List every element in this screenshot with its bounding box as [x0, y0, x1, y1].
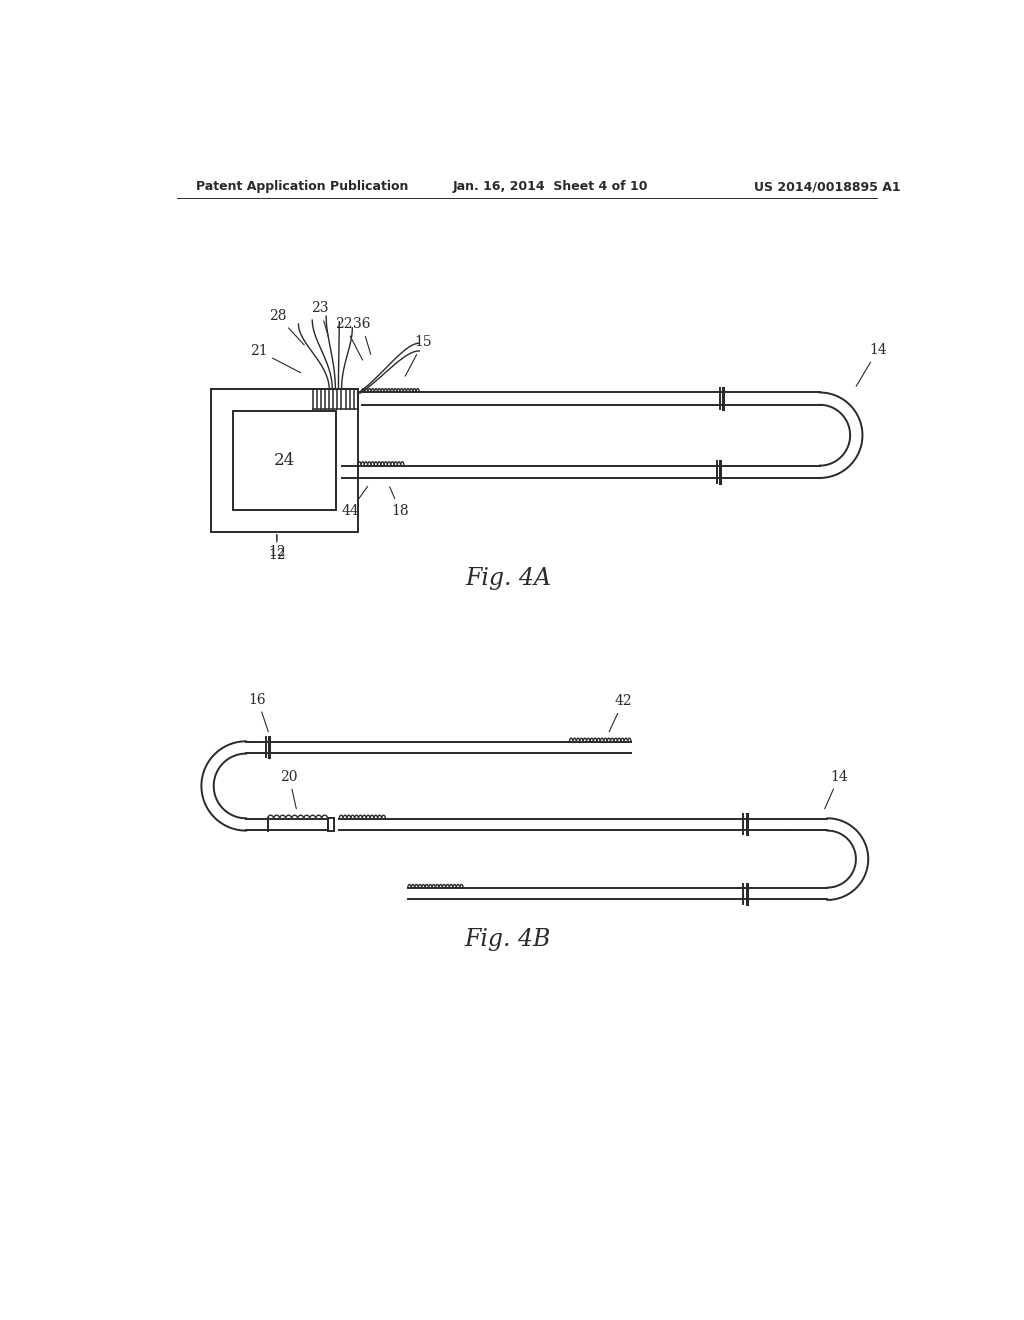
Text: 24: 24	[274, 453, 295, 469]
Bar	[328, 817, 334, 832]
Text: Patent Application Publication: Patent Application Publication	[196, 181, 409, 194]
Text: Fig. 4B: Fig. 4B	[465, 928, 551, 952]
Bar	[211, 389, 357, 532]
Text: 18: 18	[389, 487, 409, 517]
Text: 44: 44	[341, 486, 368, 517]
Text: 16: 16	[249, 693, 268, 731]
Text: 14: 14	[824, 770, 848, 809]
Text: 15: 15	[406, 335, 432, 376]
Text: 36: 36	[353, 317, 371, 354]
Text: 23: 23	[311, 301, 329, 337]
Text: 12: 12	[268, 535, 286, 562]
Text: 12: 12	[268, 535, 286, 560]
Text: 42: 42	[609, 694, 632, 731]
Text: Jan. 16, 2014  Sheet 4 of 10: Jan. 16, 2014 Sheet 4 of 10	[453, 181, 648, 194]
Text: 20: 20	[281, 770, 298, 809]
Text: 22: 22	[335, 317, 362, 360]
Text: Fig. 4A: Fig. 4A	[465, 566, 551, 590]
Text: 14: 14	[856, 343, 887, 387]
Text: 21: 21	[250, 343, 301, 372]
Text: US 2014/0018895 A1: US 2014/0018895 A1	[755, 181, 901, 194]
Text: 28: 28	[269, 309, 304, 345]
Bar	[233, 411, 336, 511]
